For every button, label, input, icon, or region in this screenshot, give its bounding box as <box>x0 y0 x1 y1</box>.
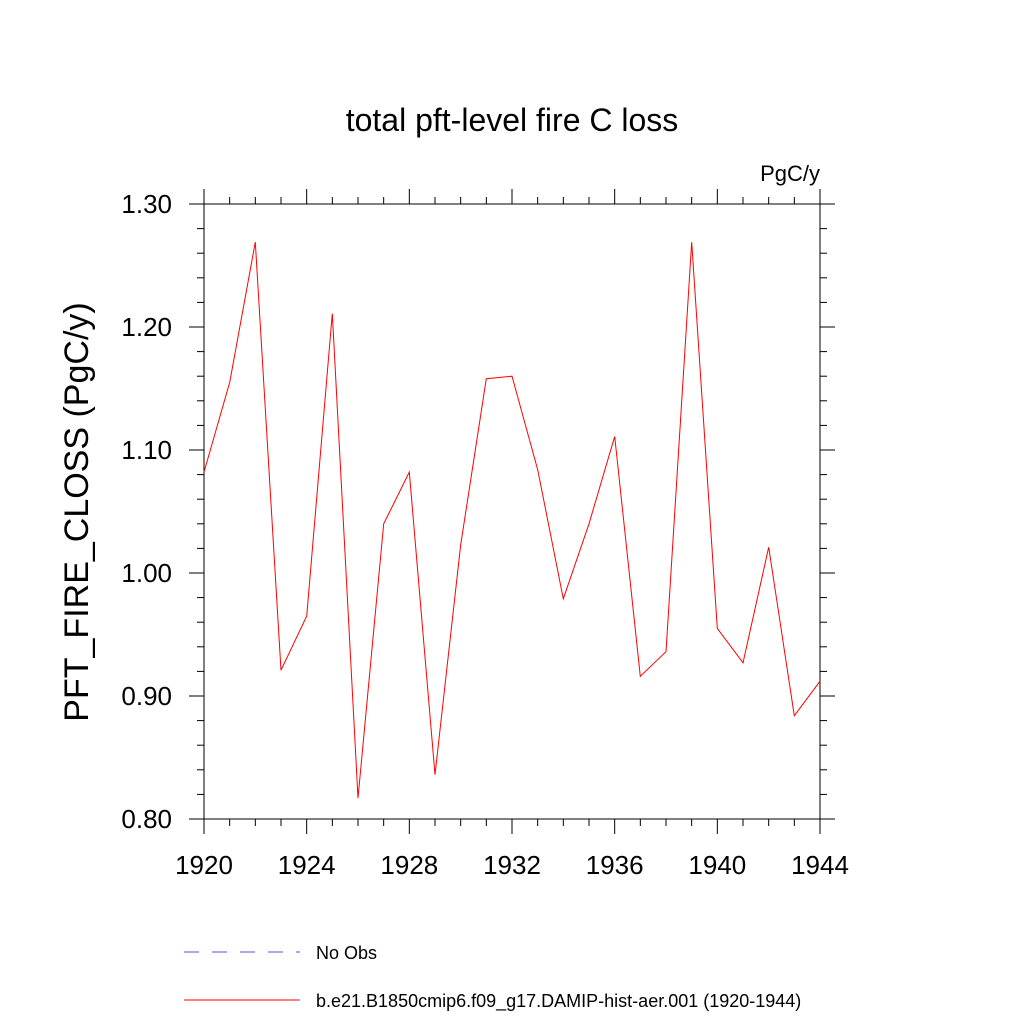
data-point <box>382 523 384 525</box>
x-tick-label: 1928 <box>380 850 438 880</box>
data-point <box>254 241 256 243</box>
data-point <box>331 312 333 314</box>
y-tick-label: 1.00 <box>121 558 172 588</box>
plot-frame <box>203 203 821 820</box>
data-point <box>408 471 410 473</box>
data-point <box>793 714 795 716</box>
data-point <box>305 615 307 617</box>
data-point <box>639 675 641 677</box>
data-point <box>280 669 282 671</box>
data-point <box>588 523 590 525</box>
units-label: PgC/y <box>760 161 820 186</box>
data-point <box>767 546 769 548</box>
data-point <box>665 651 667 653</box>
data-point <box>228 381 230 383</box>
data-point <box>459 544 461 546</box>
data-point <box>511 375 513 377</box>
tick-labels: 1920 1924 1928 1932 1936 1940 1944 0.80 0.90 1.00… <box>121 189 849 880</box>
data-point <box>562 598 564 600</box>
data-point <box>716 627 718 629</box>
axis-ticks <box>189 189 835 834</box>
y-tick-label: 0.90 <box>121 681 172 711</box>
legend-label: No Obs <box>316 943 377 963</box>
data-point <box>203 471 205 473</box>
x-tick-label: 1936 <box>586 850 644 880</box>
data-point <box>485 377 487 379</box>
y-tick-label: 0.80 <box>121 804 172 834</box>
y-tick-label: 1.20 <box>121 312 172 342</box>
series-layer <box>203 241 821 799</box>
data-point <box>690 241 692 243</box>
x-tick-label: 1940 <box>688 850 746 880</box>
y-axis-label: PFT_FIRE_CLOSS (PgC/y) <box>58 302 96 721</box>
chart-title: total pft-level fire C loss <box>346 102 679 138</box>
data-point <box>819 680 821 682</box>
data-point <box>434 774 436 776</box>
data-point <box>357 797 359 799</box>
x-tick-label: 1944 <box>791 850 849 880</box>
y-tick-label: 1.30 <box>121 189 172 219</box>
x-tick-label: 1932 <box>483 850 541 880</box>
y-tick-label: 1.10 <box>121 435 172 465</box>
data-point <box>613 435 615 437</box>
data-point <box>742 662 744 664</box>
legend: No Obs b.e21.B1850cmip6.f09_g17.DAMIP-his… <box>184 943 801 1012</box>
x-tick-label: 1924 <box>278 850 336 880</box>
series-line <box>203 242 821 799</box>
data-point <box>536 468 538 470</box>
x-tick-label: 1920 <box>175 850 233 880</box>
legend-label: b.e21.B1850cmip6.f09_g17.DAMIP-hist-aer.… <box>316 991 801 1012</box>
